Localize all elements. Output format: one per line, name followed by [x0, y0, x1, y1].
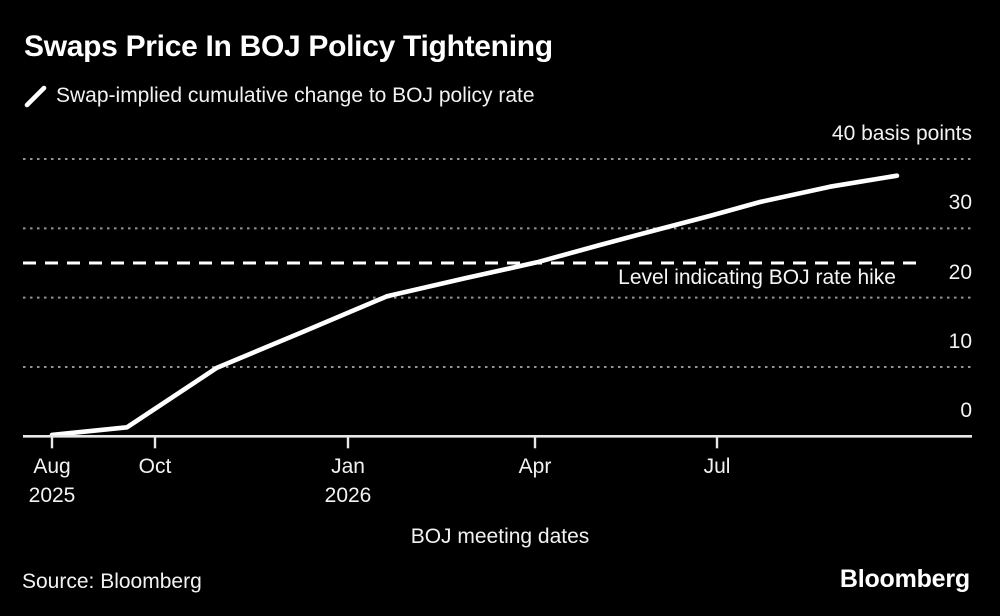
- y-tick-label: 10: [948, 329, 972, 353]
- source-note: Source: Bloomberg: [22, 570, 202, 593]
- x-tick-label-year: 2025: [28, 484, 76, 507]
- y-tick-label: 30: [948, 191, 972, 215]
- x-axis-title: BOJ meeting dates: [410, 525, 590, 548]
- series-line-icon: [24, 85, 47, 108]
- y-tick-label: 40 basis points: [831, 122, 972, 146]
- legend-label: Swap-implied cumulative change to BOJ po…: [56, 84, 535, 107]
- y-tick-label: 0: [960, 399, 972, 423]
- chart-title: Swaps Price In BOJ Policy Tightening: [24, 30, 553, 63]
- y-tick-label: 20: [948, 260, 972, 284]
- x-tick-label: Apr: [518, 455, 552, 478]
- x-tick-label: Jul: [703, 455, 731, 478]
- bloomberg-logo: Bloomberg: [839, 565, 970, 593]
- legend: Swap-implied cumulative change to BOJ po…: [24, 84, 535, 108]
- reference-line-label: Level indicating BOJ rate hike: [618, 266, 896, 289]
- x-axis-ticks: [50, 437, 719, 449]
- x-tick-label: Jan 2026: [325, 452, 372, 510]
- x-tick-label-year: 2026: [324, 484, 372, 507]
- x-tick-label: Aug 2025: [29, 452, 76, 510]
- swap-rate-line: [49, 173, 900, 438]
- x-tick-label: Oct: [138, 455, 172, 478]
